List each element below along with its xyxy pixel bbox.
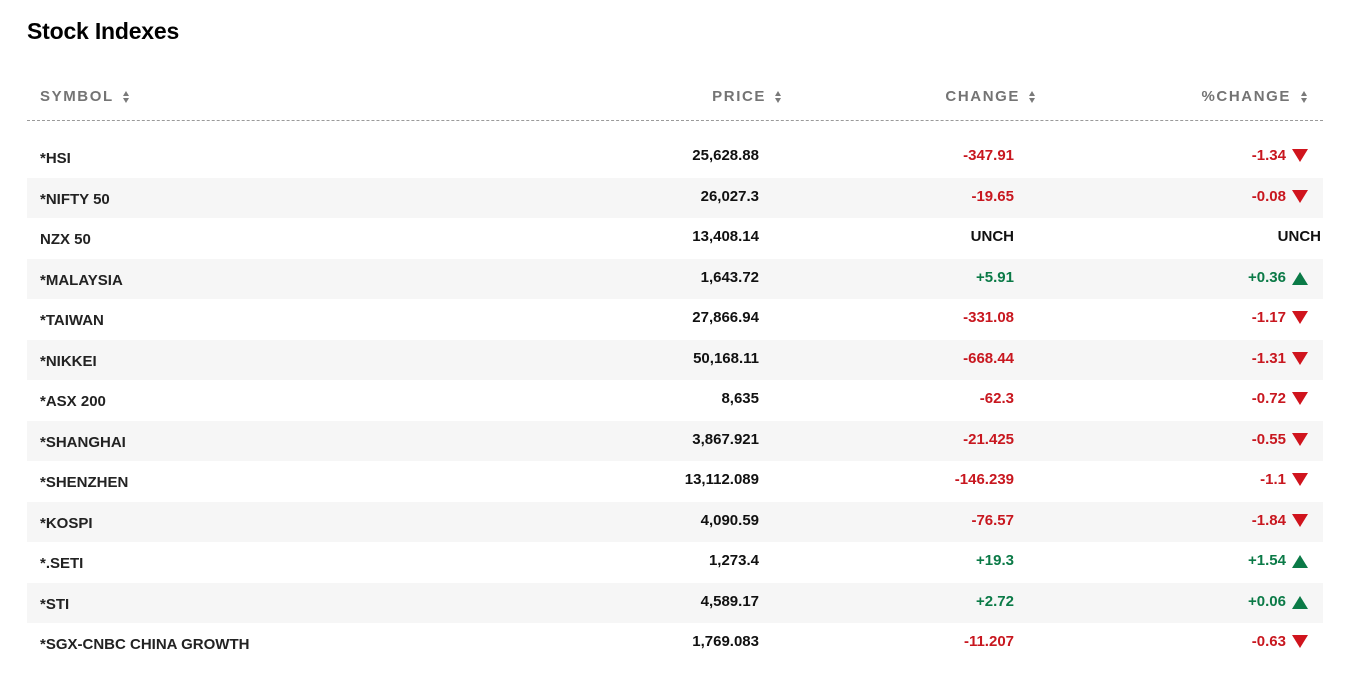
table-body: *HSI 25,628.88 -347.91 -1.34 *NIFTY 50 26,027… — [27, 137, 1323, 664]
price-value: 4,090.59 — [700, 511, 759, 529]
price-value: 3,867.921 — [692, 430, 759, 448]
symbol-link[interactable]: *.SETI — [40, 555, 84, 572]
price-value: 26,027.3 — [700, 187, 759, 205]
change-value: UNCH — [970, 228, 1014, 245]
arrow-down-icon — [1292, 635, 1308, 648]
pct-change-value: +0.06 — [1248, 592, 1286, 610]
symbol-link[interactable]: *STI — [40, 595, 70, 613]
column-header-change[interactable]: CHANGE — [945, 88, 1035, 105]
table-row[interactable]: NZX 50 13,408.14 UNCH UNCH — [27, 218, 1323, 259]
change-value: -668.44 — [963, 349, 1014, 367]
sort-icon[interactable] — [1301, 91, 1307, 103]
arrow-down-icon — [1292, 149, 1308, 162]
price-value: 25,628.88 — [692, 147, 759, 164]
table-row[interactable]: *.SETI 1,273.4 +19.3 +1.54 — [27, 542, 1323, 583]
symbol-link[interactable]: *KOSPI — [40, 514, 93, 532]
stock-indexes-table: SYMBOL PRICE CHANGE %CHANGE *HSI 25,628.8… — [27, 72, 1323, 664]
price-value: 27,866.94 — [692, 309, 759, 326]
sort-icon[interactable] — [122, 90, 129, 103]
change-value: -21.425 — [963, 430, 1014, 448]
symbol-link[interactable]: *SGX-CNBC CHINA GROWTH — [40, 636, 250, 653]
table-row[interactable]: *TAIWAN 27,866.94 -331.08 -1.17 — [27, 299, 1323, 340]
price-value: 50,168.11 — [693, 349, 759, 367]
arrow-down-icon — [1292, 351, 1308, 365]
symbol-link[interactable]: *HSI — [40, 150, 71, 167]
arrow-down-icon — [1292, 473, 1308, 486]
change-value: -62.3 — [979, 390, 1014, 407]
column-header-symbol[interactable]: SYMBOL — [40, 88, 129, 105]
sort-icon[interactable] — [1029, 90, 1035, 103]
symbol-link[interactable]: NZX 50 — [40, 231, 91, 248]
table-row[interactable]: *SGX-CNBC CHINA GROWTH 1,769.083 -11.207 -0… — [27, 623, 1323, 664]
pct-change-value: -0.63 — [1251, 633, 1286, 650]
change-value: +5.91 — [976, 268, 1014, 286]
arrow-down-icon — [1292, 311, 1308, 324]
price-value: 1,273.4 — [708, 552, 759, 569]
sort-icon[interactable] — [775, 90, 781, 103]
symbol-link[interactable]: *SHANGHAI — [40, 433, 126, 451]
pct-change-value: -0.55 — [1251, 430, 1286, 448]
symbol-link[interactable]: *NIKKEI — [40, 352, 97, 370]
change-value: -76.57 — [971, 511, 1014, 529]
pct-change-value: -1.84 — [1251, 511, 1286, 529]
pct-change-value: +1.54 — [1248, 552, 1286, 569]
table-row[interactable]: *SHANGHAI 3,867.921 -21.425 -0.55 — [27, 420, 1323, 461]
table-row[interactable]: *NIFTY 50 26,027.3 -19.65 -0.08 — [27, 177, 1323, 218]
change-value: +2.72 — [976, 592, 1014, 610]
table-row[interactable]: *STI 4,589.17 +2.72 +0.06 — [27, 582, 1323, 623]
table-header: SYMBOL PRICE CHANGE %CHANGE — [27, 72, 1323, 121]
column-header-price-label: PRICE — [712, 88, 766, 105]
price-value: 1,769.083 — [692, 633, 759, 650]
symbol-link[interactable]: *NIFTY 50 — [40, 190, 110, 208]
arrow-up-icon — [1292, 555, 1308, 568]
arrow-down-icon — [1292, 392, 1308, 405]
price-value: 8,635 — [721, 390, 759, 407]
pct-change-value: -0.08 — [1251, 187, 1286, 205]
price-value: 13,112.089 — [684, 471, 759, 488]
table-row[interactable]: *SHENZHEN 13,112.089 -146.239 -1.1 — [27, 461, 1323, 502]
pct-change-value: -1.31 — [1251, 349, 1286, 367]
change-value: -19.65 — [971, 187, 1014, 205]
column-header-symbol-label: SYMBOL — [40, 88, 114, 105]
column-header-pct-change[interactable]: %CHANGE — [1201, 88, 1323, 105]
table-row[interactable]: *NIKKEI 50,168.11 -668.44 -1.31 — [27, 339, 1323, 380]
pct-change-value: -1.17 — [1251, 309, 1286, 326]
price-value: 13,408.14 — [692, 228, 759, 245]
symbol-link[interactable]: *MALAYSIA — [40, 271, 123, 289]
price-value: 1,643.72 — [700, 268, 759, 286]
symbol-link[interactable]: *TAIWAN — [40, 312, 104, 329]
table-row[interactable]: *MALAYSIA 1,643.72 +5.91 +0.36 — [27, 258, 1323, 299]
pct-change-value: -0.72 — [1251, 390, 1286, 407]
column-header-pct-change-label: %CHANGE — [1201, 88, 1291, 105]
symbol-link[interactable]: *SHENZHEN — [40, 474, 129, 491]
change-value: -146.239 — [954, 471, 1014, 488]
arrow-up-icon — [1292, 271, 1308, 285]
table-row[interactable]: *KOSPI 4,090.59 -76.57 -1.84 — [27, 501, 1323, 542]
change-value: -331.08 — [963, 309, 1014, 326]
column-header-change-label: CHANGE — [945, 88, 1020, 105]
arrow-up-icon — [1292, 595, 1308, 609]
column-header-price[interactable]: PRICE — [712, 88, 781, 105]
price-value: 4,589.17 — [700, 592, 759, 610]
change-value: -11.207 — [963, 633, 1014, 650]
page-title: Stock Indexes — [27, 18, 180, 44]
pct-change-value: -1.34 — [1251, 147, 1286, 164]
change-value: -347.91 — [963, 147, 1014, 164]
change-value: +19.3 — [976, 552, 1014, 569]
pct-change-value: UNCH — [1277, 228, 1321, 245]
arrow-down-icon — [1292, 432, 1308, 446]
arrow-down-icon — [1292, 513, 1308, 527]
arrow-down-icon — [1292, 189, 1308, 203]
table-row[interactable]: *ASX 200 8,635 -62.3 -0.72 — [27, 380, 1323, 421]
table-row[interactable]: *HSI 25,628.88 -347.91 -1.34 — [27, 137, 1323, 178]
symbol-link[interactable]: *ASX 200 — [40, 393, 106, 410]
pct-change-value: -1.1 — [1260, 471, 1286, 488]
pct-change-value: +0.36 — [1248, 268, 1286, 286]
